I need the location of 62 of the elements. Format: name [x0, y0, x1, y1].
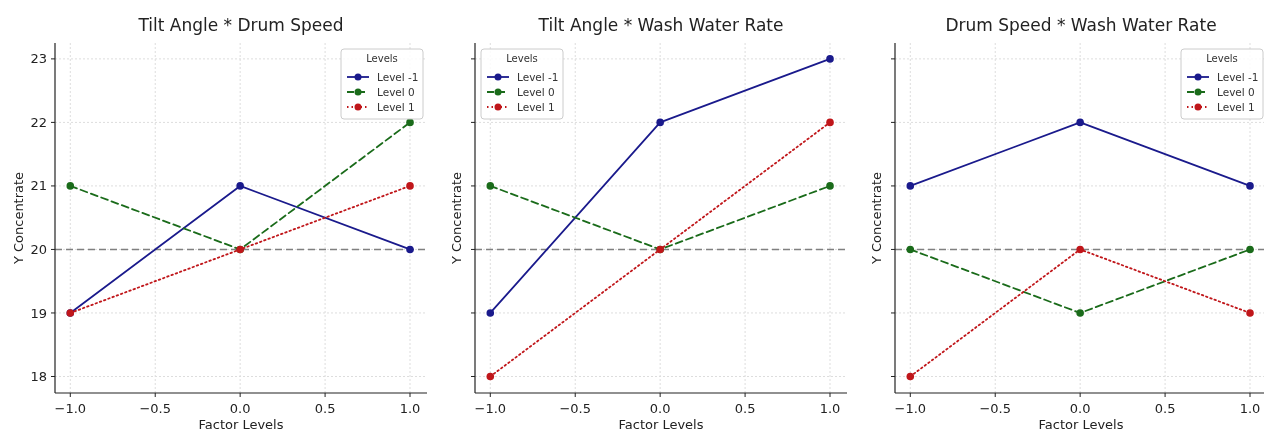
point [906, 245, 915, 254]
chart-title: Drum Speed * Wash Water Rate [945, 15, 1217, 35]
x-tick-label: −0.5 [559, 401, 592, 416]
point [1246, 309, 1254, 317]
x-axis-title: Factor Levels [618, 417, 704, 432]
y-tick-label: 19 [30, 305, 47, 321]
legend-label: Level 1 [1217, 100, 1255, 113]
legend-label: Level 1 [377, 100, 415, 113]
y-tick-label: 21 [30, 178, 47, 194]
x-tick-label: 0.0 [1069, 401, 1091, 416]
point [906, 372, 915, 381]
y-axis-title: Y Concentrate [869, 171, 884, 266]
legend-label: Level 0 [1217, 85, 1255, 98]
y-tick-label: 20 [30, 241, 47, 257]
y-tick-label: 23 [30, 51, 47, 67]
point [406, 182, 414, 190]
point [826, 118, 834, 127]
legend-label: Level 1 [517, 100, 555, 113]
legend-title: Levels [366, 53, 398, 64]
point [1246, 245, 1254, 254]
x-tick-label: −1.0 [474, 401, 507, 416]
legend-label: Level -1 [517, 70, 559, 83]
point [1076, 245, 1084, 254]
point [906, 182, 915, 190]
y-tick-label: 22 [30, 114, 47, 130]
point [1076, 309, 1084, 317]
x-tick-label: 0.5 [314, 401, 336, 416]
legend-label: Level -1 [1217, 70, 1259, 83]
chart-title: Tilt Angle * Wash Water Rate [537, 15, 784, 35]
x-tick-label: 0.5 [1154, 401, 1176, 416]
x-tick-label: −1.0 [54, 401, 87, 416]
legend-label: Level -1 [377, 70, 419, 83]
point [66, 182, 75, 190]
x-tick-label: 1.0 [399, 401, 421, 416]
y-axis-title: Y Concentrate [449, 171, 464, 266]
point [1246, 182, 1254, 190]
legend-title: Levels [1206, 53, 1238, 64]
x-tick-label: 1.0 [819, 401, 841, 416]
x-tick-label: −0.5 [979, 401, 1012, 416]
point [486, 372, 495, 381]
x-tick-label: 1.0 [1239, 401, 1261, 416]
y-axis-title: Y Concentrate [11, 171, 26, 266]
legend-label: Level 0 [377, 85, 415, 98]
x-tick-label: 0.0 [229, 401, 251, 416]
y-tick-label: 18 [30, 369, 47, 385]
point [486, 309, 495, 317]
x-tick-label: −1.0 [894, 401, 927, 416]
x-axis-title: Factor Levels [1038, 417, 1124, 432]
point [656, 118, 664, 127]
x-axis-title: Factor Levels [198, 417, 284, 432]
point [826, 55, 834, 63]
legend-title: Levels [506, 53, 538, 64]
point [1076, 118, 1084, 127]
point [486, 182, 495, 190]
point [406, 245, 414, 254]
chart-title: Tilt Angle * Drum Speed [137, 15, 344, 35]
x-tick-label: 0.0 [649, 401, 671, 416]
point [236, 182, 244, 190]
x-tick-label: 0.5 [734, 401, 756, 416]
point [826, 182, 834, 190]
x-tick-label: −0.5 [139, 401, 172, 416]
legend-label: Level 0 [517, 85, 555, 98]
